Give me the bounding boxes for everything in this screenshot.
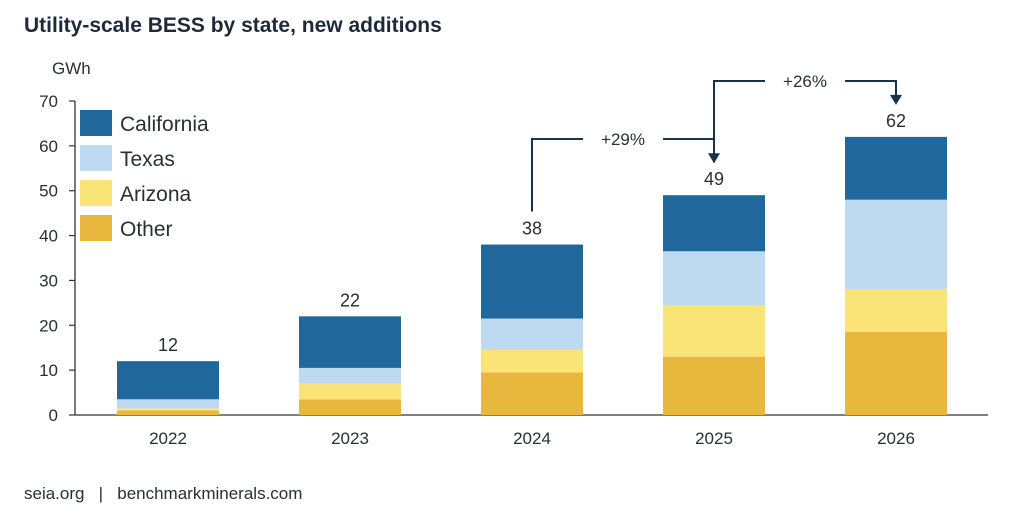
- legend-label-other: Other: [120, 218, 173, 241]
- bar-texas-2023: [299, 367, 401, 384]
- growth-annotation-2025-2026: +26%: [713, 72, 902, 163]
- legend-swatch-texas: [80, 145, 112, 171]
- bar-california-2022: [117, 361, 219, 400]
- x-tick-label: 2025: [695, 429, 733, 448]
- annotation-line-right: [663, 138, 715, 156]
- bar-arizona-2025: [663, 305, 765, 357]
- total-label-2025: 49: [704, 169, 724, 189]
- bar-other-2026: [845, 332, 947, 415]
- bar-other-2024: [481, 372, 583, 415]
- legend-label-texas: Texas: [120, 148, 175, 171]
- bar-texas-2026: [845, 199, 947, 290]
- legend-swatch-california: [80, 110, 112, 136]
- annotation-label: +26%: [783, 72, 827, 91]
- x-tick-label: 2023: [331, 429, 369, 448]
- bar-arizona-2022: [117, 408, 219, 411]
- bar-california-2025: [663, 195, 765, 252]
- bar-california-2026: [845, 136, 947, 200]
- x-tick-label: 2026: [877, 429, 915, 448]
- annotation-arrowhead: [890, 94, 902, 105]
- annotation-label: +29%: [601, 130, 645, 149]
- x-tick-label: 2024: [513, 429, 551, 448]
- total-label-2024: 38: [522, 219, 542, 239]
- bar-texas-2024: [481, 318, 583, 350]
- bar-texas-2025: [663, 251, 765, 306]
- y-axis-label: GWh: [52, 59, 91, 78]
- bar-arizona-2023: [299, 383, 401, 400]
- total-label-2022: 12: [158, 335, 178, 355]
- bar-california-2024: [481, 244, 583, 319]
- y-tick-label: 10: [39, 361, 58, 380]
- y-tick-label: 40: [39, 227, 58, 246]
- total-label-2023: 22: [340, 290, 360, 310]
- y-tick-label: 0: [49, 406, 58, 425]
- y-tick-label: 50: [39, 182, 58, 201]
- annotation-line-left: [531, 138, 583, 212]
- bar-arizona-2026: [845, 289, 947, 333]
- y-tick-label: 70: [39, 92, 58, 111]
- legend-label-california: California: [120, 113, 209, 136]
- bar-california-2023: [299, 316, 401, 368]
- annotation-line-left: [713, 80, 765, 163]
- legend-swatch-other: [80, 215, 112, 241]
- y-tick-label: 60: [39, 137, 58, 156]
- chart-title: Utility-scale BESS by state, new additio…: [24, 14, 442, 37]
- bar-other-2025: [663, 356, 765, 415]
- annotation-line-right: [845, 80, 897, 97]
- source-footer: seia.org | benchmarkminerals.com: [24, 484, 303, 503]
- x-tick-label: 2022: [149, 429, 187, 448]
- bar-arizona-2024: [481, 349, 583, 373]
- bar-other-2022: [117, 410, 219, 415]
- legend-label-arizona: Arizona: [120, 183, 192, 206]
- total-label-2026: 62: [886, 111, 906, 131]
- bar-other-2023: [299, 399, 401, 415]
- legend-swatch-arizona: [80, 180, 112, 206]
- y-tick-label: 20: [39, 316, 58, 335]
- y-tick-label: 30: [39, 271, 58, 290]
- bar-texas-2022: [117, 399, 219, 409]
